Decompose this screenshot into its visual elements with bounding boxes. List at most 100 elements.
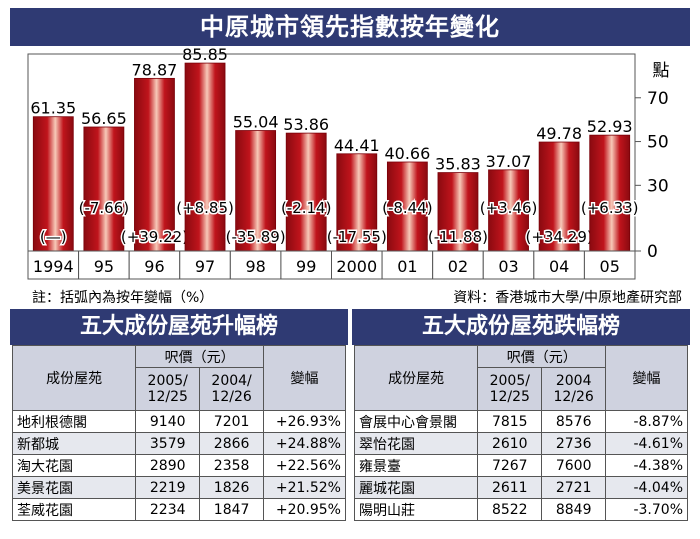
bar-value-label: 56.65 xyxy=(81,109,127,128)
change-label: (—) xyxy=(40,228,67,246)
change-value: +21.52% xyxy=(263,476,346,499)
fall-col-price: 呎價（元） xyxy=(477,345,607,368)
rise-table-title: 五大成份屋苑升幅榜 xyxy=(10,309,348,345)
bar-value-label: 78.87 xyxy=(132,60,178,79)
table-row: 美景花園 2219 1826 +21.52% xyxy=(11,476,346,499)
change-value: -4.04% xyxy=(605,476,688,499)
fall-col-date1: 2005/ 12/25 xyxy=(477,367,543,411)
price-2004: 2358 xyxy=(199,454,265,477)
table-row: 麗城花園 2611 2721 -4.04% xyxy=(353,476,688,499)
change-label: (+6.33) xyxy=(581,199,639,217)
change-value: +22.56% xyxy=(263,454,346,477)
change-value: +20.95% xyxy=(263,498,346,521)
category-label: 95 xyxy=(94,257,114,276)
category-label: 01 xyxy=(397,257,417,276)
rise-col-date2: 2004/ 12/26 xyxy=(199,367,265,411)
category-cell xyxy=(179,250,231,280)
change-label: (+34.29) xyxy=(526,228,593,246)
category-label: 1994 xyxy=(33,257,74,276)
category-label: 96 xyxy=(144,257,164,276)
y-unit-label: 點 xyxy=(653,61,670,81)
plot-area xyxy=(27,53,636,252)
category-label: 05 xyxy=(600,257,620,276)
price-2005: 8522 xyxy=(477,498,543,521)
change-label: (+8.85) xyxy=(176,199,234,217)
category-label: 03 xyxy=(498,257,518,276)
price-2005: 2611 xyxy=(477,476,543,499)
bar-value-label: 44.41 xyxy=(334,136,380,155)
rise-col-estate: 成份屋苑 xyxy=(11,345,137,411)
estate-name: 荃威花園 xyxy=(11,498,137,521)
table-row: 淘大花園 2890 2358 +22.56% xyxy=(11,454,346,477)
bar-chart: 點 03 05 0 70 61.35 1994 (—) 56.65 95 (-7.66) 78.87 9… xyxy=(27,46,670,280)
price-2004: 8576 xyxy=(541,410,607,433)
bar-value-label: 49.78 xyxy=(536,124,582,143)
price-2004: 1847 xyxy=(199,498,265,521)
estate-name: 陽明山莊 xyxy=(353,498,479,521)
price-2005: 7267 xyxy=(477,454,543,477)
table-row: 翠怡花園 2610 2736 -4.61% xyxy=(353,432,688,455)
category-cell xyxy=(331,250,383,280)
category-label: 98 xyxy=(245,257,265,276)
bar-value-label: 61.35 xyxy=(30,99,76,118)
price-2004: 7600 xyxy=(541,454,607,477)
change-label: (+39.22) xyxy=(121,228,188,246)
y-tick-label: 30 xyxy=(647,176,669,196)
rise-col-change: 變幅 xyxy=(263,345,346,411)
category-label: 97 xyxy=(195,257,215,276)
fall-table-title: 五大成份屋苑跌幅榜 xyxy=(352,309,690,345)
fall-col-date2: 2004 12/26 xyxy=(541,367,607,411)
change-label: (-7.66) xyxy=(79,199,130,217)
price-2004: 7201 xyxy=(199,410,265,433)
bar xyxy=(285,132,327,252)
price-2005: 3579 xyxy=(135,432,201,455)
bar-value-label: 40.66 xyxy=(384,144,430,163)
change-value: +26.93% xyxy=(263,410,346,433)
bar xyxy=(83,126,125,252)
price-2005: 2610 xyxy=(477,432,543,455)
category-label: 04 xyxy=(549,257,569,276)
estate-name: 地利根德閣 xyxy=(11,410,137,433)
rise-col-date1: 2005/ 12/25 xyxy=(135,367,201,411)
chart-note: 註：括弧內為按年變幅（%） xyxy=(32,290,214,306)
change-value: -4.61% xyxy=(605,432,688,455)
category-label: 99 xyxy=(296,257,316,276)
change-label: (-8.44) xyxy=(382,199,433,217)
table-row: 陽明山莊 8522 8849 -3.70% xyxy=(353,498,688,521)
category-cell xyxy=(381,250,434,280)
chart-source: 資料：香港城市大學/中原地產研究部 xyxy=(453,290,682,306)
price-2004: 8849 xyxy=(541,498,607,521)
estate-name: 新都城 xyxy=(11,432,137,455)
y-tick-label: 0 xyxy=(647,242,658,262)
bar-value-label: 37.07 xyxy=(486,152,532,171)
change-value: -8.87% xyxy=(605,410,688,433)
change-label: (-11.88) xyxy=(428,228,488,246)
estate-name: 麗城花園 xyxy=(353,476,479,499)
table-row: 雍景臺 7267 7600 -4.38% xyxy=(353,454,688,477)
change-label: (-17.55) xyxy=(327,228,387,246)
category-label: 02 xyxy=(448,257,468,276)
table-row: 地利根德閣 9140 7201 +26.93% xyxy=(11,410,346,433)
bar-value-label: 55.04 xyxy=(233,113,279,132)
change-value: +24.88% xyxy=(263,432,346,455)
estate-name: 翠怡花園 xyxy=(353,432,479,455)
y-tick-label: 70 xyxy=(647,89,669,109)
chart-title: 中原城市領先指數按年變化 xyxy=(10,8,690,46)
bar xyxy=(184,62,226,252)
bar xyxy=(589,134,631,252)
price-2005: 7815 xyxy=(477,410,543,433)
price-2005: 9140 xyxy=(135,410,201,433)
bar xyxy=(386,161,428,252)
price-2004: 2736 xyxy=(541,432,607,455)
bar-value-label: 52.93 xyxy=(587,117,633,136)
change-label: (-35.89) xyxy=(226,228,286,246)
estate-name: 會展中心會景閣 xyxy=(353,410,479,433)
price-2004: 1826 xyxy=(199,476,265,499)
bar xyxy=(235,130,277,252)
price-2005: 2234 xyxy=(135,498,201,521)
category-cell xyxy=(78,250,130,280)
bar-value-label: 53.86 xyxy=(283,115,329,134)
table-row: 新都城 3579 2866 +24.88% xyxy=(11,432,346,455)
estate-name: 淘大花園 xyxy=(11,454,137,477)
price-2005: 2890 xyxy=(135,454,201,477)
